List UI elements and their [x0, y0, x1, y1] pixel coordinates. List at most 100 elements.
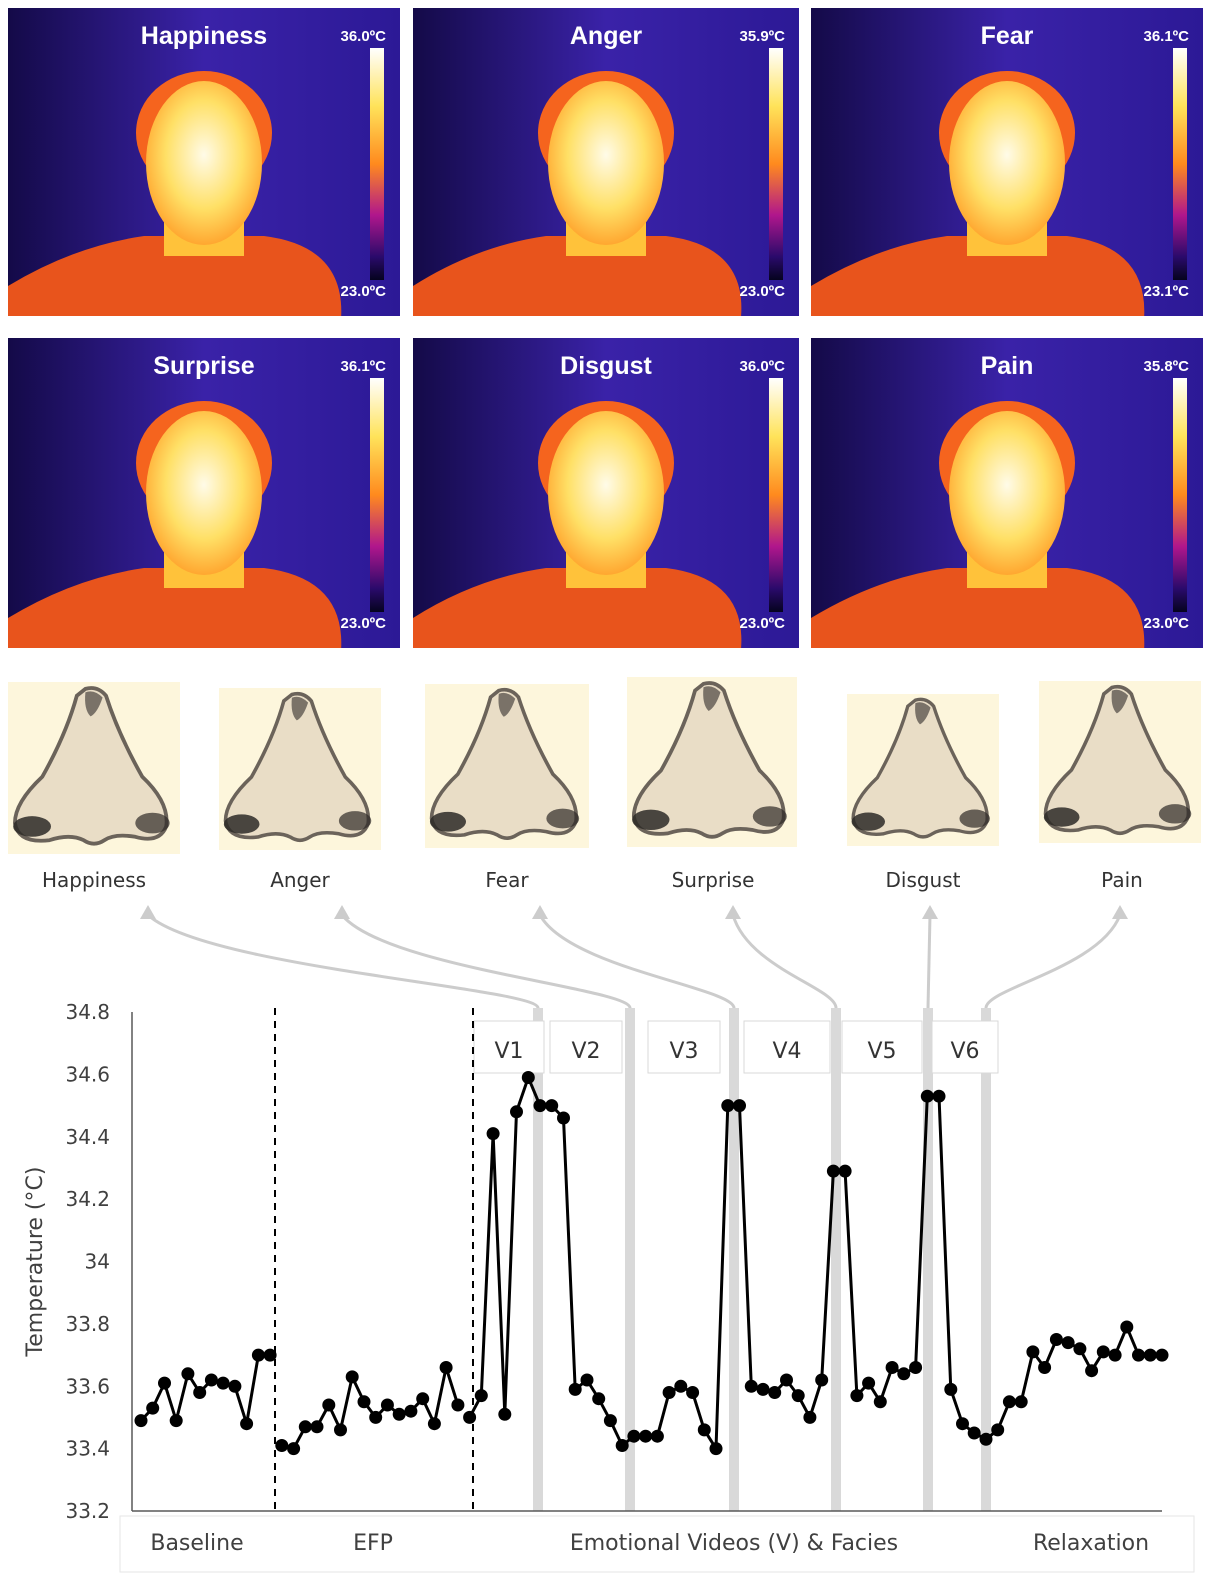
temperature-colorbar: [769, 48, 783, 280]
data-point: [1038, 1361, 1052, 1374]
data-point: [1120, 1320, 1134, 1334]
thermal-panel-pain: Pain 35.8ºC 23.0ºC: [811, 338, 1203, 648]
thermal-panel-title: Surprise: [153, 352, 255, 380]
y-tick-label: 33.2: [65, 1499, 110, 1523]
data-point: [474, 1389, 488, 1403]
video-label: V6: [950, 1039, 979, 1064]
video-label-box: [647, 1020, 721, 1074]
nose-thermal-crop-disgust: [847, 694, 999, 846]
data-point: [991, 1423, 1005, 1437]
video-segment-highlight: [625, 1008, 635, 1511]
data-point: [298, 1420, 312, 1434]
thermal-panel-anger: Anger 35.9ºC 23.0ºC: [413, 8, 799, 316]
nose-crop-label: Fear: [485, 868, 529, 892]
arrow-head: [1112, 905, 1128, 919]
temperature-colorbar: [370, 378, 384, 612]
colorbar-max-label: 36.0ºC: [340, 28, 386, 45]
thermal-image: [811, 338, 1203, 648]
data-point: [1155, 1348, 1169, 1362]
data-point: [697, 1423, 711, 1437]
arrow-head: [334, 905, 350, 919]
data-point: [439, 1361, 453, 1374]
colorbar-max-label: 36.1ºC: [1143, 28, 1189, 45]
data-point: [873, 1395, 887, 1409]
temperature-colorbar: [370, 48, 384, 280]
data-point: [510, 1105, 523, 1119]
data-point: [662, 1386, 676, 1399]
data-point: [146, 1401, 160, 1415]
y-axis-label: Temperature (°C): [23, 1167, 48, 1358]
data-point: [1061, 1336, 1075, 1350]
colorbar-max-label: 35.9ºC: [739, 28, 785, 45]
data-point: [1014, 1395, 1028, 1409]
video-label: V3: [669, 1039, 698, 1064]
y-tick-label: 34.2: [65, 1187, 110, 1211]
data-point: [263, 1348, 277, 1362]
colorbar-min-label: 23.1ºC: [1143, 283, 1189, 300]
thermal-panel-title: Anger: [569, 22, 643, 50]
data-point: [451, 1398, 465, 1412]
data-point: [592, 1392, 606, 1406]
colorbar-max-label: 35.8ºC: [1143, 358, 1189, 375]
data-point: [721, 1099, 735, 1113]
data-point: [216, 1376, 230, 1390]
nose-thermal-crop-surprise: [627, 677, 797, 847]
video-label-box: [743, 1020, 831, 1074]
thermal-panel-title: Pain: [980, 352, 1034, 380]
y-tick-label: 33.4: [65, 1437, 110, 1461]
data-point: [709, 1442, 723, 1456]
video-label: V2: [571, 1039, 600, 1064]
thermal-image: [413, 8, 799, 316]
nose-crop-label: Happiness: [41, 868, 147, 892]
colorbar-min-label: 23.0ºC: [739, 615, 785, 632]
phase-label: EFP: [353, 1531, 393, 1556]
nose-crop-label: Anger: [270, 868, 330, 892]
data-point: [533, 1099, 547, 1113]
data-point: [545, 1099, 559, 1113]
video-segment-highlight: [981, 1008, 991, 1511]
thermal-panel-title: Fear: [980, 22, 1034, 50]
data-point: [181, 1367, 195, 1381]
temperature-colorbar: [1173, 378, 1187, 612]
thermal-image: [413, 338, 799, 648]
video-label-box: [473, 1020, 545, 1074]
data-point: [1096, 1345, 1110, 1359]
video-label: V1: [494, 1039, 523, 1064]
data-point: [932, 1089, 946, 1103]
data-point: [862, 1376, 876, 1390]
data-point: [627, 1429, 641, 1443]
data-point: [486, 1127, 500, 1141]
data-point: [956, 1417, 969, 1431]
nose-crop-label: Disgust: [885, 868, 961, 892]
data-point: [885, 1361, 899, 1374]
video-segment-highlight: [923, 1008, 933, 1511]
data-point: [768, 1386, 782, 1399]
data-point: [1132, 1348, 1145, 1362]
series-line: [139, 1076, 1162, 1451]
data-point: [1002, 1395, 1016, 1409]
temperature-chart: V1 V2 V3 V4 V5 V6 33.2 33.4 33.6 33.8 34 34.2 34.4 34…: [23, 905, 1195, 1573]
data-point: [603, 1414, 617, 1428]
phase-label: Baseline: [150, 1531, 243, 1556]
phase-label: Relaxation: [1033, 1531, 1149, 1556]
thermal-image: [8, 338, 400, 648]
connector-arrow: [926, 914, 932, 1009]
nose-crop-label: Surprise: [671, 868, 755, 892]
data-point: [815, 1373, 829, 1387]
data-point: [650, 1429, 664, 1443]
phase-label: Emotional Videos (V) & Facies: [570, 1531, 898, 1556]
data-point: [897, 1367, 911, 1381]
data-point: [967, 1426, 981, 1440]
nose-thermal-crop-happiness: [8, 682, 180, 854]
data-point: [1049, 1333, 1063, 1346]
data-point: [404, 1404, 418, 1418]
data-point: [498, 1407, 512, 1421]
colorbar-min-label: 23.0ºC: [340, 283, 386, 300]
connector-arrow: [146, 913, 540, 1010]
data-point: [909, 1361, 923, 1374]
y-tick-label: 33.6: [65, 1374, 110, 1398]
data-point: [791, 1389, 805, 1403]
data-point: [756, 1382, 770, 1396]
data-point: [392, 1407, 406, 1421]
temperature-colorbar: [1173, 48, 1187, 280]
